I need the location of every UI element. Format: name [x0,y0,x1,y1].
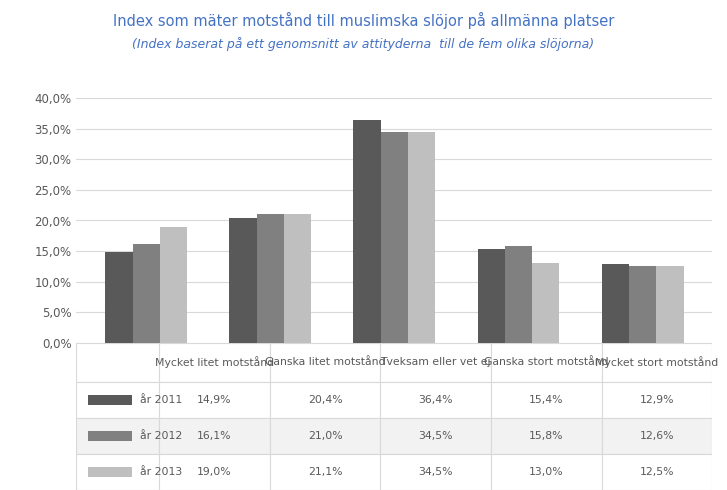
Text: Tveksam eller vet ej: Tveksam eller vet ej [380,358,491,368]
Text: Ganska stort motstånd: Ganska stort motstånd [484,358,608,368]
Bar [159,454,270,490]
Text: 13,0%: 13,0% [529,467,563,477]
Bar [105,252,132,343]
Bar [270,454,380,490]
Bar [159,382,270,418]
Text: 21,0%: 21,0% [308,431,342,441]
Bar [88,431,132,441]
Bar [602,418,712,454]
Text: 15,4%: 15,4% [529,395,563,405]
Bar [159,418,270,454]
Bar [88,467,132,477]
Text: Index som mäter motstånd till muslimska slöjor på allmänna platser: Index som mäter motstånd till muslimska … [113,12,614,29]
Bar [160,226,187,343]
Text: 34,5%: 34,5% [419,431,453,441]
Bar [353,120,381,343]
Text: 16,1%: 16,1% [197,431,232,441]
Bar [491,418,602,454]
Text: 19,0%: 19,0% [197,467,232,477]
Bar [505,246,532,343]
Bar [270,418,380,454]
Text: Mycket litet motstånd: Mycket litet motstånd [155,357,274,368]
Bar [491,382,602,418]
Bar [76,382,159,418]
Bar [380,418,491,454]
Text: 12,6%: 12,6% [640,431,675,441]
Text: år 2012: år 2012 [140,431,182,441]
Bar [132,245,160,343]
Bar [270,382,380,418]
Bar [380,343,491,382]
Text: 36,4%: 36,4% [419,395,453,405]
Bar [491,343,602,382]
Text: 15,8%: 15,8% [529,431,563,441]
Text: 12,9%: 12,9% [640,395,675,405]
Bar [602,382,712,418]
Bar [656,267,683,343]
Bar [478,249,505,343]
Text: 12,5%: 12,5% [640,467,675,477]
Text: 34,5%: 34,5% [419,467,453,477]
Text: 20,4%: 20,4% [308,395,342,405]
Bar [159,343,270,382]
Bar [408,132,435,343]
Text: (Index baserat på ett genomsnitt av attityderna  till de fem olika slöjorna): (Index baserat på ett genomsnitt av atti… [132,37,595,51]
Bar [602,454,712,490]
Text: år 2011: år 2011 [140,395,182,405]
Bar [602,343,712,382]
Bar [532,264,560,343]
Bar [629,266,656,343]
Bar [270,343,380,382]
Bar [76,418,159,454]
Bar [88,395,132,405]
Bar [76,343,159,382]
Bar [380,382,491,418]
Bar [76,454,159,490]
Bar [381,132,408,343]
Text: 14,9%: 14,9% [197,395,232,405]
Bar [602,264,629,343]
Bar [229,218,257,343]
Text: år 2013: år 2013 [140,467,182,477]
Bar [284,214,311,343]
Bar [257,215,284,343]
Bar [491,454,602,490]
Text: Ganska litet motstånd: Ganska litet motstånd [265,358,385,368]
Text: Mycket stort motstånd: Mycket stort motstånd [595,357,719,368]
Bar [380,454,491,490]
Text: 21,1%: 21,1% [308,467,342,477]
